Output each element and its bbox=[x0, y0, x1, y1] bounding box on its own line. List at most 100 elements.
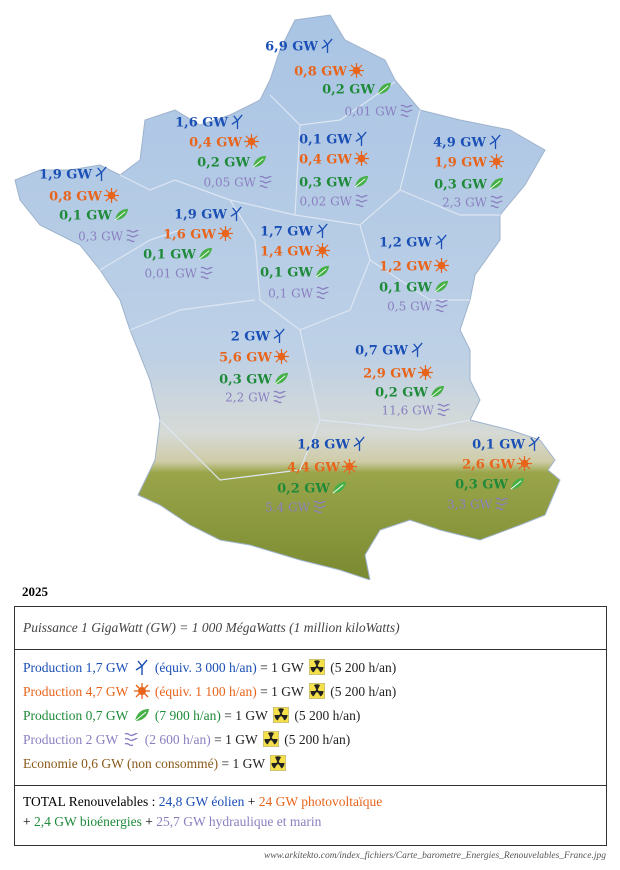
hydro-capacity: 3,3 GW bbox=[447, 498, 492, 512]
hydro-capacity: 2,2 GW bbox=[225, 391, 270, 405]
solar-icon bbox=[354, 151, 369, 166]
equals: = 1 GW bbox=[224, 708, 268, 723]
equals: = 1 GW bbox=[260, 684, 304, 699]
wind-capacity: 1,2 GW bbox=[379, 236, 432, 251]
nuclear-icon bbox=[272, 707, 289, 723]
bio-capacity: 0,3 GW bbox=[434, 178, 487, 193]
bio-capacity: 0,1 GW bbox=[59, 209, 112, 224]
hydro-capacity: 5.4 GW bbox=[265, 501, 310, 515]
solar-icon bbox=[342, 459, 357, 474]
wind-capacity: 1,9 GW bbox=[39, 168, 92, 183]
hydro-capacity: 0,3 GW bbox=[78, 230, 123, 244]
solar-capacity: 0,4 GW bbox=[189, 136, 242, 151]
nuclear-hours: (5 200 h/an) bbox=[294, 708, 361, 723]
year: 2025 bbox=[22, 584, 48, 599]
equivalence-line: Production 2 GW (2 600 h/an) = 1 GW (5 2… bbox=[23, 728, 606, 752]
hydro-capacity: 0,01 GW bbox=[145, 267, 198, 281]
bio-capacity: 0,1 GW bbox=[379, 281, 432, 296]
solar-capacity: 1,4 GW bbox=[260, 245, 313, 260]
solar-icon bbox=[104, 188, 119, 203]
source: www.arkitekto.com/index_fichiers/Carte_b… bbox=[263, 851, 606, 861]
plus: + bbox=[247, 794, 256, 809]
solar-icon bbox=[244, 134, 259, 149]
wind-capacity: 2 GW bbox=[231, 330, 271, 345]
hours: (équiv. 1 100 h/an) bbox=[154, 684, 257, 699]
nuclear-icon bbox=[262, 731, 279, 747]
plus: + bbox=[23, 814, 31, 829]
solar-capacity: 0,8 GW bbox=[294, 65, 347, 80]
hydro-capacity: 0,02 GW bbox=[300, 195, 353, 209]
nuclear-icon bbox=[270, 755, 287, 771]
production: Production 2 GW bbox=[23, 732, 118, 747]
equivalences: Production 1,7 GW (équiv. 3 000 h/an) = … bbox=[15, 650, 606, 786]
equivalence-line: Economie 0,6 GW (non consommé) = 1 GW bbox=[23, 752, 606, 776]
solar-capacity: 1,9 GW bbox=[434, 156, 487, 171]
map: 6,9 GW 0,8 GW 0,2 GW 0,01 GW 1,6 GW 0,4 GW 0,2… bbox=[14, 14, 561, 580]
solar-icon bbox=[517, 456, 532, 471]
wind-capacity: 1,9 GW bbox=[174, 208, 227, 223]
solar-capacity: 0,8 GW bbox=[49, 190, 102, 205]
hydro-capacity: 0,05 GW bbox=[204, 176, 257, 190]
equivalence-line: Production 0,7 GW (7 900 h/an) = 1 GW (5… bbox=[23, 704, 606, 728]
wind-capacity: 6,9 GW bbox=[265, 40, 318, 55]
nuclear-hours: (5 200 h/an) bbox=[330, 684, 397, 699]
equals: = 1 GW bbox=[214, 732, 258, 747]
production: Production 0,7 GW bbox=[23, 708, 129, 723]
hydro-icon bbox=[124, 732, 139, 747]
solar-icon bbox=[274, 349, 289, 364]
wind-capacity: 0,1 GW bbox=[299, 133, 352, 148]
solar-capacity: 1,2 GW bbox=[379, 260, 432, 275]
solar-capacity: 2,9 GW bbox=[363, 367, 416, 382]
bio-capacity: 0,2 GW bbox=[375, 386, 428, 401]
solar-capacity: 5,6 GW bbox=[219, 351, 272, 366]
total-label: TOTAL Renouvelables : bbox=[23, 794, 156, 809]
total-solar: 24 GW photovoltaïque bbox=[258, 794, 383, 809]
nuclear-hours: (5 200 h/an) bbox=[284, 732, 351, 747]
hydro-capacity: 2,3 GW bbox=[442, 196, 487, 210]
hours: (2 600 h/an) bbox=[144, 732, 211, 747]
equivalence-line: Production 4,7 GW (équiv. 1 100 h/an) = … bbox=[23, 680, 606, 704]
hydro-capacity: 0,1 GW bbox=[268, 287, 313, 301]
wind-icon bbox=[134, 659, 148, 675]
total: TOTAL Renouvelables : 24,8 GW éolien + 2… bbox=[15, 786, 606, 832]
france-outline bbox=[14, 14, 561, 580]
solar-icon bbox=[489, 154, 504, 169]
bio-capacity: 0,3 GW bbox=[455, 478, 508, 493]
bio-capacity: 0,1 GW bbox=[260, 266, 313, 281]
bio-capacity: 0,1 GW bbox=[143, 248, 196, 263]
definition: Puissance 1 GigaWatt (GW) = 1 000 MégaWa… bbox=[15, 607, 606, 650]
hydro-capacity: 0,5 GW bbox=[387, 300, 432, 314]
total-wind: 24,8 GW éolien bbox=[158, 794, 245, 809]
total-bio: 2,4 GW bioénergies bbox=[34, 814, 142, 829]
solar-capacity: 0,4 GW bbox=[299, 153, 352, 168]
equivalence-line: Production 1,7 GW (équiv. 3 000 h/an) = … bbox=[23, 656, 606, 680]
equals: = 1 GW bbox=[221, 756, 265, 771]
wind-capacity: 1,8 GW bbox=[297, 438, 350, 453]
hydro-capacity: 11,6 GW bbox=[382, 404, 435, 418]
production: Economie 0,6 GW (non consommé) bbox=[23, 756, 219, 771]
nuclear-hours: (5 200 h/an) bbox=[330, 660, 397, 675]
solar-capacity: 4,4 GW bbox=[287, 461, 340, 476]
hours: (équiv. 3 000 h/an) bbox=[154, 660, 257, 675]
solar-icon bbox=[434, 258, 449, 273]
wind-capacity: 1,7 GW bbox=[260, 225, 313, 240]
bio-capacity: 0,3 GW bbox=[219, 373, 272, 388]
plus: + bbox=[145, 814, 153, 829]
nuclear-icon bbox=[308, 683, 325, 699]
bio-capacity: 0,2 GW bbox=[277, 482, 330, 497]
solar-icon bbox=[315, 243, 330, 258]
total-hydro: 25,7 GW hydraulique et marin bbox=[156, 814, 322, 829]
solar-icon bbox=[133, 683, 150, 699]
hydro-capacity: 0,01 GW bbox=[345, 105, 398, 119]
wind-capacity: 4,9 GW bbox=[433, 136, 486, 151]
solar-capacity: 1,6 GW bbox=[163, 228, 216, 243]
solar-icon bbox=[218, 226, 233, 241]
solar-capacity: 2,6 GW bbox=[462, 458, 515, 473]
bio-capacity: 0,2 GW bbox=[322, 83, 375, 98]
bio-icon bbox=[134, 708, 149, 722]
bio-capacity: 0,2 GW bbox=[197, 156, 250, 171]
nuclear-icon bbox=[308, 659, 325, 675]
bio-capacity: 0,3 GW bbox=[299, 176, 352, 191]
equals: = 1 GW bbox=[260, 660, 304, 675]
